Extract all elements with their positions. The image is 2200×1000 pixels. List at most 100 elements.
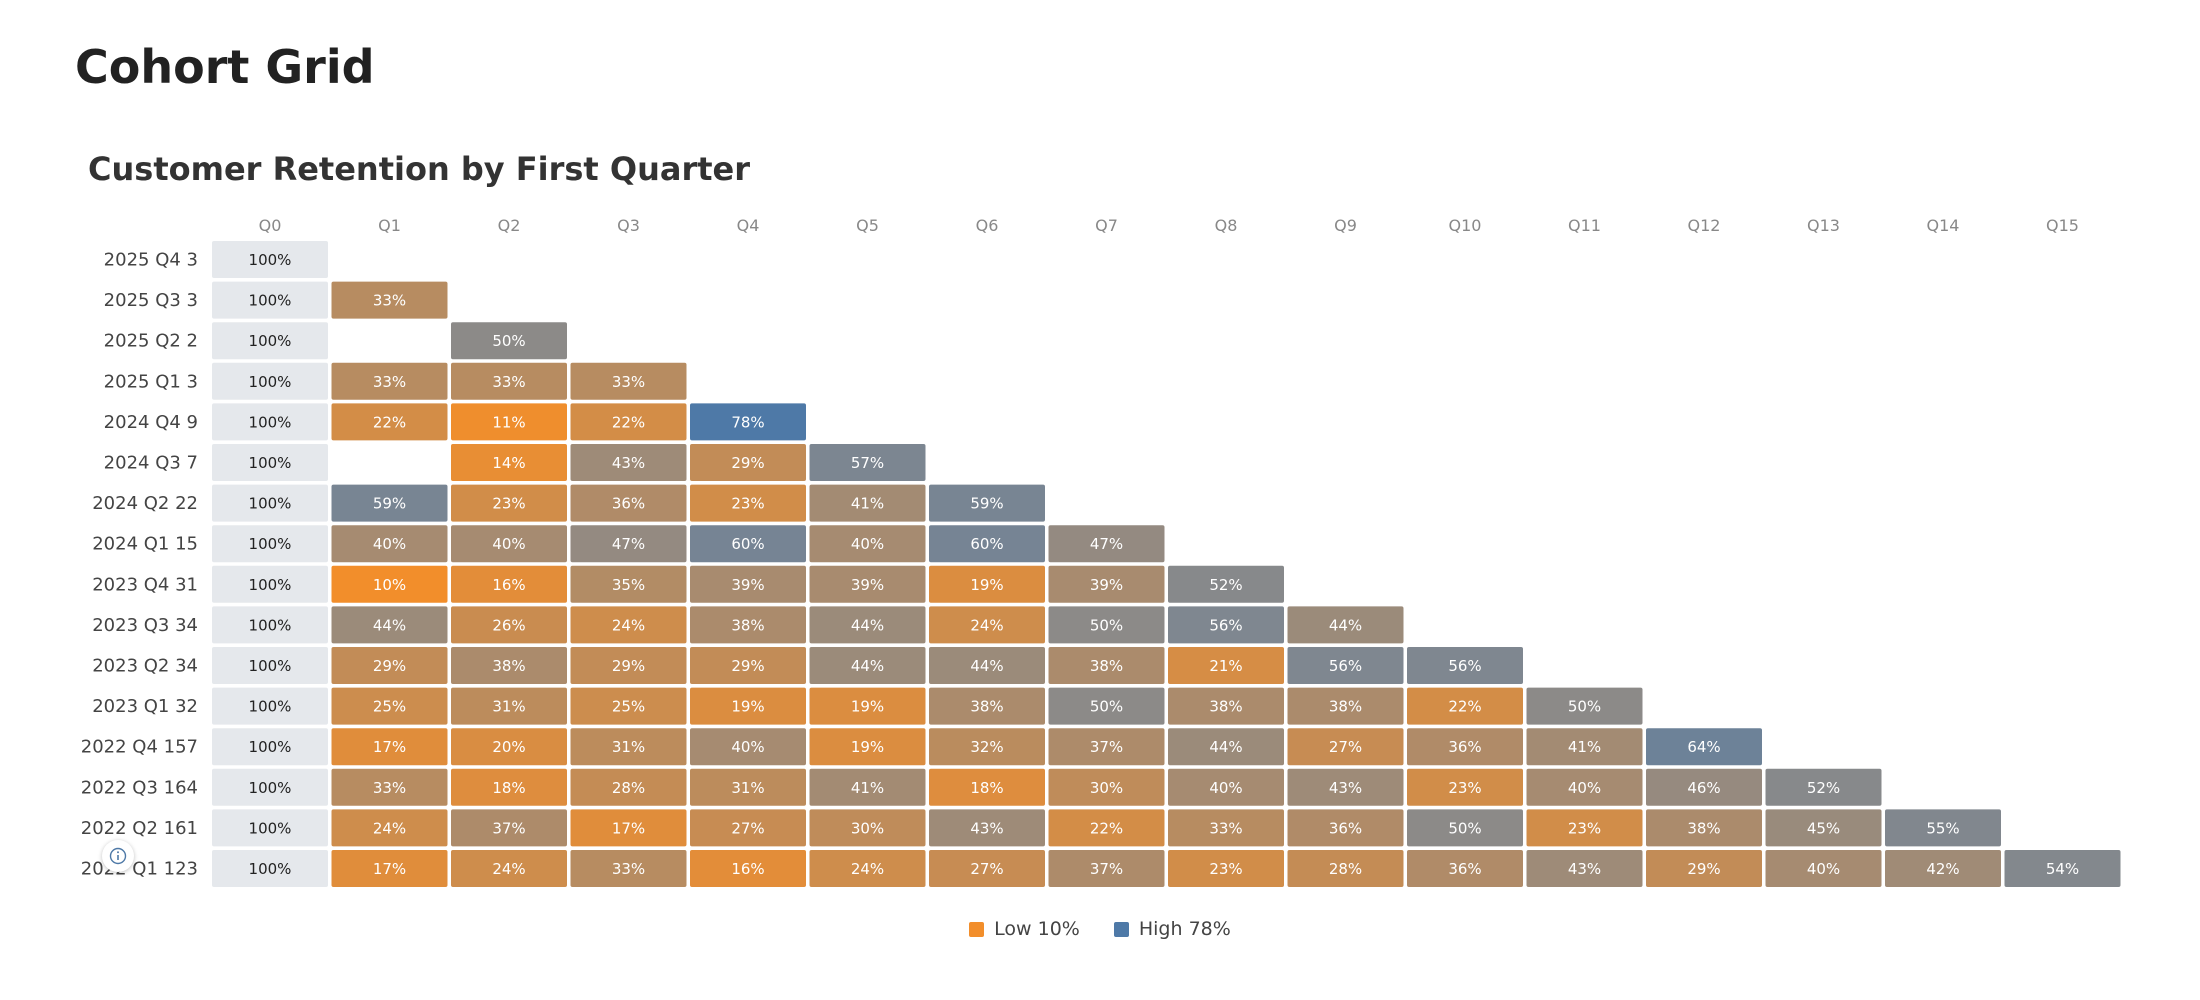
heatmap-cell[interactable] <box>929 484 1045 522</box>
heatmap-cell[interactable] <box>1407 687 1523 725</box>
heatmap-base-cell[interactable] <box>212 362 328 400</box>
heatmap-cell[interactable] <box>690 809 806 847</box>
heatmap-cell[interactable] <box>451 768 567 806</box>
heatmap-cell[interactable] <box>1048 606 1165 644</box>
heatmap-cell[interactable] <box>1765 768 1882 806</box>
heatmap-cell[interactable] <box>690 768 806 806</box>
heatmap-cell[interactable] <box>1765 809 1882 847</box>
heatmap-cell[interactable] <box>1168 565 1284 603</box>
heatmap-cell[interactable] <box>809 565 926 603</box>
heatmap-cell[interactable] <box>1526 687 1643 725</box>
heatmap-cell[interactable] <box>331 606 448 644</box>
heatmap-cell[interactable] <box>809 809 926 847</box>
heatmap-cell[interactable] <box>331 525 448 563</box>
heatmap-cell[interactable] <box>1765 850 1882 887</box>
heatmap-cell[interactable] <box>570 768 687 806</box>
heatmap-cell[interactable] <box>570 525 687 563</box>
heatmap-cell[interactable] <box>1287 768 1404 806</box>
heatmap-base-cell[interactable] <box>212 850 328 887</box>
heatmap-cell[interactable] <box>1048 850 1165 887</box>
heatmap-cell[interactable] <box>809 850 926 887</box>
heatmap-base-cell[interactable] <box>212 647 328 684</box>
heatmap-cell[interactable] <box>570 484 687 522</box>
heatmap-cell[interactable] <box>1168 850 1284 887</box>
heatmap-cell[interactable] <box>451 525 567 563</box>
heatmap-cell[interactable] <box>570 647 687 684</box>
heatmap-cell[interactable] <box>929 728 1045 766</box>
heatmap-cell[interactable] <box>1287 809 1404 847</box>
info-button[interactable] <box>102 840 134 872</box>
heatmap-cell[interactable] <box>570 403 687 441</box>
heatmap-cell[interactable] <box>690 444 806 481</box>
heatmap-cell[interactable] <box>570 728 687 766</box>
heatmap-cell[interactable] <box>929 565 1045 603</box>
heatmap-cell[interactable] <box>1048 687 1165 725</box>
heatmap-cell[interactable] <box>331 850 448 887</box>
heatmap-cell[interactable] <box>1407 728 1523 766</box>
heatmap-base-cell[interactable] <box>212 606 328 644</box>
heatmap-cell[interactable] <box>1526 850 1643 887</box>
heatmap-cell[interactable] <box>451 484 567 522</box>
heatmap-cell[interactable] <box>929 647 1045 684</box>
heatmap-base-cell[interactable] <box>212 322 328 360</box>
heatmap-cell[interactable] <box>1287 606 1404 644</box>
heatmap-cell[interactable] <box>570 809 687 847</box>
heatmap-cell[interactable] <box>1168 768 1284 806</box>
heatmap-base-cell[interactable] <box>212 281 328 319</box>
heatmap-cell[interactable] <box>1526 728 1643 766</box>
heatmap-cell[interactable] <box>451 809 567 847</box>
heatmap-cell[interactable] <box>809 768 926 806</box>
heatmap-cell[interactable] <box>690 728 806 766</box>
heatmap-base-cell[interactable] <box>212 403 328 441</box>
heatmap-cell[interactable] <box>1048 647 1165 684</box>
heatmap-cell[interactable] <box>1168 687 1284 725</box>
heatmap-cell[interactable] <box>451 444 567 481</box>
heatmap-cell[interactable] <box>570 606 687 644</box>
heatmap-cell[interactable] <box>331 647 448 684</box>
heatmap-cell[interactable] <box>1885 850 2001 887</box>
heatmap-base-cell[interactable] <box>212 565 328 603</box>
heatmap-cell[interactable] <box>451 606 567 644</box>
heatmap-cell[interactable] <box>570 850 687 887</box>
heatmap-cell[interactable] <box>451 850 567 887</box>
heatmap-base-cell[interactable] <box>212 809 328 847</box>
heatmap-cell[interactable] <box>570 444 687 481</box>
heatmap-base-cell[interactable] <box>212 484 328 522</box>
heatmap-cell[interactable] <box>570 687 687 725</box>
legend-item-low[interactable]: Low 10% <box>969 918 1080 940</box>
heatmap-cell[interactable] <box>690 565 806 603</box>
heatmap-base-cell[interactable] <box>212 241 328 278</box>
heatmap-cell[interactable] <box>451 647 567 684</box>
heatmap-cell[interactable] <box>570 362 687 400</box>
heatmap-cell[interactable] <box>1407 647 1523 684</box>
heatmap-cell[interactable] <box>1646 809 1762 847</box>
heatmap-cell[interactable] <box>1048 565 1165 603</box>
heatmap-cell[interactable] <box>331 281 448 319</box>
heatmap-cell[interactable] <box>1526 768 1643 806</box>
heatmap-cell[interactable] <box>929 687 1045 725</box>
heatmap-cell[interactable] <box>570 565 687 603</box>
heatmap-cell[interactable] <box>690 606 806 644</box>
heatmap-cell[interactable] <box>451 687 567 725</box>
heatmap-cell[interactable] <box>451 362 567 400</box>
heatmap-cell[interactable] <box>331 565 448 603</box>
heatmap-cell[interactable] <box>1048 728 1165 766</box>
heatmap-cell[interactable] <box>1048 525 1165 563</box>
heatmap-cell[interactable] <box>929 850 1045 887</box>
heatmap-cell[interactable] <box>1287 728 1404 766</box>
heatmap-cell[interactable] <box>1168 606 1284 644</box>
heatmap-base-cell[interactable] <box>212 687 328 725</box>
heatmap-cell[interactable] <box>809 728 926 766</box>
heatmap-cell[interactable] <box>331 687 448 725</box>
heatmap-cell[interactable] <box>451 322 567 360</box>
heatmap-cell[interactable] <box>1526 809 1643 847</box>
heatmap-base-cell[interactable] <box>212 444 328 481</box>
heatmap-cell[interactable] <box>929 768 1045 806</box>
heatmap-cell[interactable] <box>690 484 806 522</box>
heatmap-cell[interactable] <box>331 403 448 441</box>
heatmap-cell[interactable] <box>690 647 806 684</box>
heatmap-base-cell[interactable] <box>212 728 328 766</box>
heatmap-cell[interactable] <box>1407 809 1523 847</box>
heatmap-cell[interactable] <box>1168 647 1284 684</box>
heatmap-cell[interactable] <box>809 606 926 644</box>
